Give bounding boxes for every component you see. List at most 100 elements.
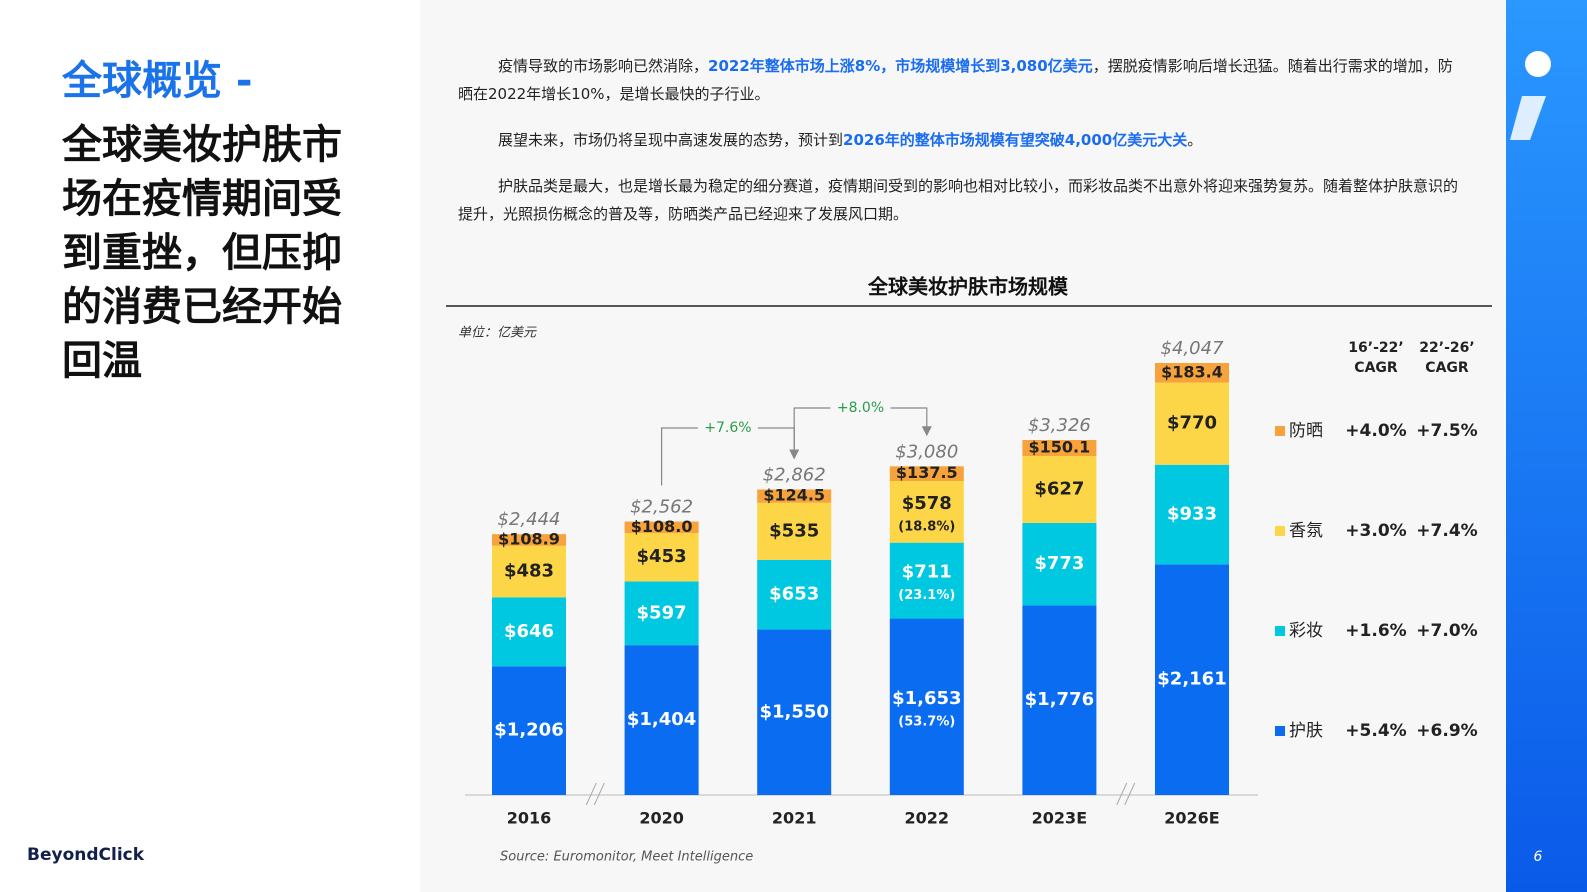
value-label: $137.5 [896,463,958,482]
value-label: $597 [637,602,687,623]
text: 护肤品类是最大，也是增长最为稳定的细分赛道，疫情期间受到的影响也相对比较小，而彩… [458,177,1459,223]
page-subtitle: 全球美妆护肤市场在疫情期间受到重挫，但压抑的消费已经开始回温 [62,122,342,384]
bar-segment [1155,464,1229,565]
value-label: $1,776 [1025,689,1094,710]
legend-label: 护肤 [1289,721,1323,741]
legend-swatch [1275,526,1285,536]
axis-break [585,782,597,806]
bar-segment [1155,382,1229,465]
bar-segment [1022,456,1097,523]
value-label: $483 [504,561,554,582]
total-label: $2,444 [498,509,561,530]
text: 展望未来，市场仍将呈现中高速发展的态势，预计到 [498,131,844,149]
x-tick-label: 2022 [905,809,950,828]
bar-segment [492,545,566,598]
value-label: $1,206 [494,720,563,741]
text: 疫情导致的市场影响已然消除， [498,57,709,75]
bar-segment [889,480,964,543]
bar-segment [757,629,832,795]
total-label: $3,080 [895,441,958,462]
value-label: $653 [769,584,819,605]
x-tick-label: 2026E [1164,809,1219,828]
legend-swatch [1275,626,1285,636]
logo-stroke [1510,96,1546,140]
logo: BeyondClick [27,845,145,865]
value-label: $453 [637,546,687,567]
bar-segment [889,466,964,481]
bar-segment [757,502,832,560]
cagr-value: +6.9% [1416,721,1477,741]
legend-label: 防晒 [1289,421,1323,441]
cagr-value: +3.0% [1345,521,1406,541]
value-label: $150.1 [1029,437,1091,456]
bar-segment [624,521,699,534]
bar-segment [492,666,566,795]
cagr-header: 16’-22’ CAGR [1348,340,1404,376]
bar-segment [624,645,699,795]
growth-label: +8.0% [837,400,884,416]
bar-segment [1022,439,1097,457]
side-strip [1506,0,1587,892]
page-number: 6 [1534,849,1543,865]
cagr-value: +1.6% [1345,621,1406,641]
legend-swatch [1275,726,1285,736]
bar-segment [889,618,964,795]
share-label: (53.7%) [898,714,955,729]
bar-segment [1155,363,1229,383]
axis-break [1124,782,1136,806]
unit-label: 单位：亿美元 [458,325,537,341]
text: ，摆脱疫情影响后增长迅猛。随着出行需求的增加，防晒在2022年增长10%，是增长… [458,57,1453,103]
value-label: $1,404 [627,709,696,730]
cagr-value: +5.4% [1345,721,1406,741]
axis-break [593,782,605,806]
total-label: $4,047 [1161,338,1225,359]
cagr-header: 22’-26’ CAGR [1419,340,1475,376]
legend-label: 香氛 [1289,521,1323,541]
growth-label: +7.6% [704,420,751,436]
axis-break [1116,782,1128,806]
paragraph: 展望未来，市场仍将呈现中高速发展的态势，预计到2026年的整体市场规模有望突破4… [458,126,1458,154]
bar-segment [889,542,964,619]
legend-label: 彩妆 [1289,621,1323,641]
value-label: $711 [902,562,952,583]
value-label: $646 [504,621,554,642]
cagr-value: +7.0% [1416,621,1477,641]
value-label: $578 [902,493,952,514]
value-label: $108.0 [631,517,693,536]
cagr-value: +4.0% [1345,421,1406,441]
share-label: (23.1%) [898,588,955,603]
text: 。 [1187,131,1203,149]
bar-segment [624,581,699,646]
x-tick-label: 2023E [1032,809,1087,828]
page-title: 全球概览 - [62,58,253,104]
bar-segment [624,533,699,582]
total-label: $2,562 [630,497,693,518]
bar-segment [492,534,566,546]
cagr-value: +7.5% [1416,421,1477,441]
value-label: $773 [1034,553,1084,574]
source: Source: Euromonitor, Meet Intelligence [500,850,753,865]
chart-title: 全球美妆护肤市场规模 [867,275,1069,299]
paragraph: 护肤品类是最大，也是增长最为稳定的细分赛道，疫情期间受到的影响也相对比较小，而彩… [458,172,1458,228]
value-label: $2,161 [1157,669,1226,690]
logo-dot [1525,51,1551,77]
x-tick-label: 2016 [507,809,552,828]
cagr-value: +7.4% [1416,521,1477,541]
total-label: $3,326 [1028,415,1091,436]
highlight: 2026年的整体市场规模有望突破4,000亿美元大关 [843,131,1188,149]
total-label: $2,862 [763,464,826,485]
growth-bracket [793,407,928,454]
bar-segment [757,489,832,503]
value-label: $183.4 [1161,362,1223,381]
bar-segment [1022,522,1097,606]
value-label: $933 [1167,504,1217,525]
value-label: $1,550 [759,701,828,722]
bar-segment [1155,564,1229,795]
value-label: $535 [769,520,819,541]
legend-swatch [1275,426,1285,436]
paragraph: 疫情导致的市场影响已然消除，2022年整体市场上涨8%，市场规模增长到3,080… [458,52,1458,108]
share-label: (18.8%) [898,519,955,534]
x-tick-label: 2021 [772,809,817,828]
